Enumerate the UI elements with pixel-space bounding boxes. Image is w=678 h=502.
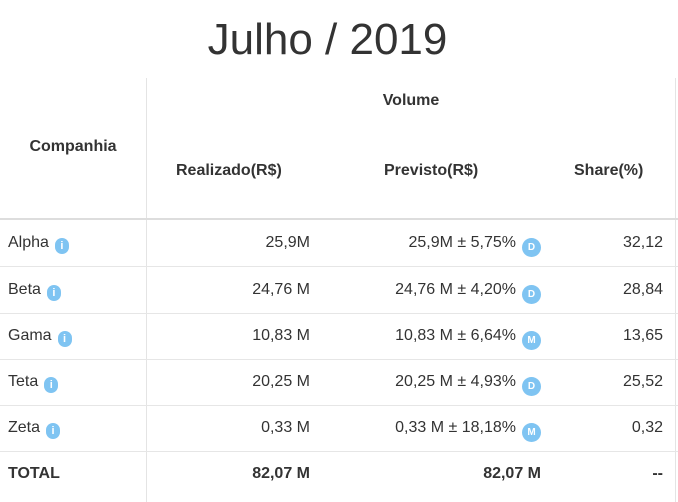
total-share: -- [652,465,663,482]
previsto-value: 24,76 M ± 4,20% [395,281,516,298]
company-name: Beta [8,281,41,298]
info-icon[interactable]: i [46,423,61,439]
table-row: Teta i 20,25 M 20,25 M ± 4,93% D 25,52 [0,359,678,406]
forecast-type-badge[interactable]: D [522,377,541,396]
table-row: Beta i 24,76 M 24,76 M ± 4,20% D 28,84 [0,267,678,314]
company-cell: Gama i [8,313,72,359]
previsto-cell: 24,76 M ± 4,20% D [320,267,541,313]
info-icon[interactable]: i [57,331,72,347]
page-title: Julho / 2019 [207,15,448,64]
table-row: Zeta i 0,33 M 0,33 M ± 18,18% M 0,32 [0,405,678,452]
table-right-border [675,78,676,502]
header-realizado: Realizado(R$) [176,162,282,179]
realizado-value: 25,9M [265,234,310,251]
company-cell: Alpha i [8,220,69,266]
company-cell: Beta i [8,267,61,313]
realizado-value: 0,33 M [261,419,310,436]
info-icon[interactable]: i [44,377,59,393]
header-company: Companhia [29,138,117,155]
total-label: TOTAL [8,465,60,482]
company-name: Alpha [8,234,49,251]
header-divider [0,218,678,220]
company-name: Teta [8,373,39,390]
realizado-value: 24,76 M [252,281,310,298]
total-row: TOTAL 82,07 M 82,07 M -- [0,451,678,497]
share-value: 32,12 [622,234,663,251]
total-realizado: 82,07 M [252,465,310,482]
info-icon[interactable]: i [54,238,69,254]
company-name: Zeta [8,419,41,436]
share-value: 28,84 [622,281,663,298]
share-value: 0,32 [631,419,663,436]
company-name: Gama [8,327,52,344]
company-cell: Zeta i [8,405,61,451]
realizado-value: 20,25 M [252,373,310,390]
header-share: Share(%) [574,162,644,179]
info-icon[interactable]: i [46,285,61,301]
previsto-cell: 0,33 M ± 18,18% M [320,405,541,451]
table-row: Alpha i 25,9M 25,9M ± 5,75% D 32,12 [0,220,678,267]
previsto-value: 10,83 M ± 6,64% [395,327,516,344]
previsto-cell: 20,25 M ± 4,93% D [320,359,541,405]
forecast-type-badge[interactable]: M [522,423,541,442]
previsto-cell: 25,9M ± 5,75% D [320,220,541,266]
header-volume: Volume [382,92,440,109]
total-previsto: 82,07 M [483,465,541,482]
forecast-type-badge[interactable]: D [522,285,541,304]
previsto-cell: 10,83 M ± 6,64% M [320,313,541,359]
previsto-value: 0,33 M ± 18,18% [395,419,516,436]
share-value: 13,65 [622,327,663,344]
table-row: Gama i 10,83 M 10,83 M ± 6,64% M 13,65 [0,313,678,360]
header-previsto: Previsto(R$) [384,162,479,179]
previsto-value: 25,9M ± 5,75% [408,234,516,251]
column-divider [146,78,147,502]
company-cell: Teta i [8,359,59,405]
forecast-type-badge[interactable]: D [522,238,541,257]
share-value: 25,52 [622,373,663,390]
realizado-value: 10,83 M [252,327,310,344]
volume-table: Companhia Volume Realizado(R$) Previsto(… [0,78,678,502]
previsto-value: 20,25 M ± 4,93% [395,373,516,390]
forecast-type-badge[interactable]: M [522,331,541,350]
